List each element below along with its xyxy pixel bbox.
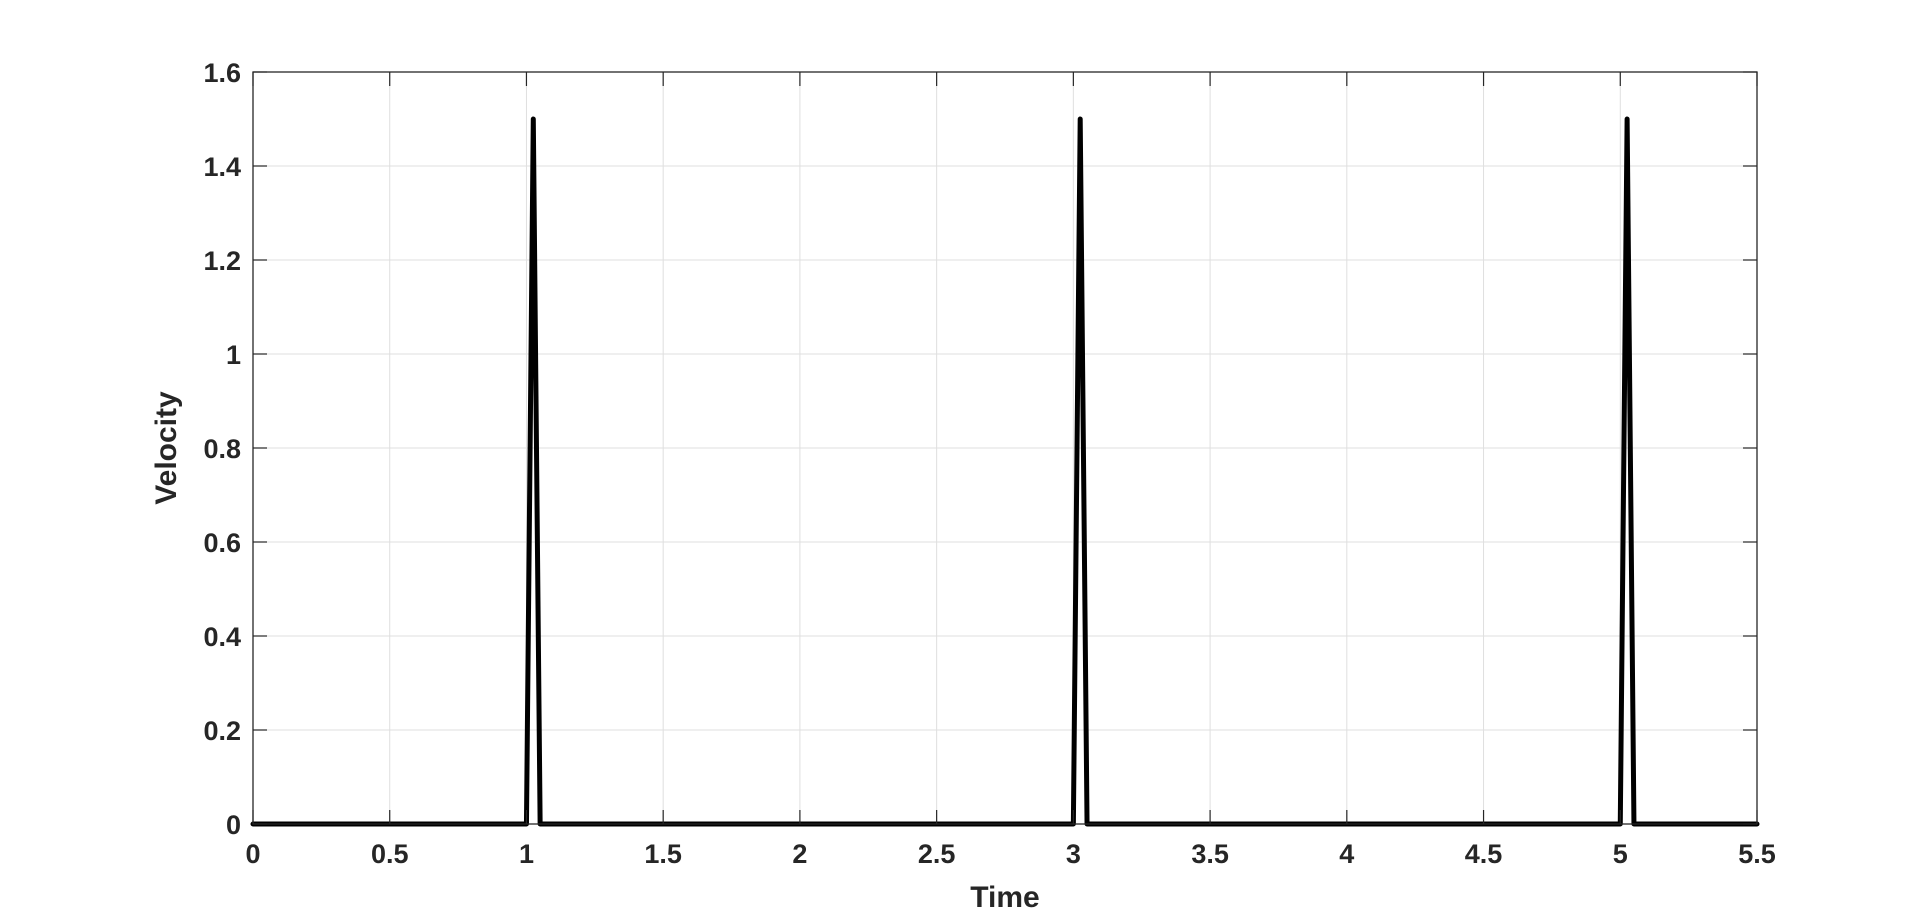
y-tick-label: 0.8 [203, 434, 241, 464]
velocity-series-line [253, 119, 1757, 824]
x-tick-label: 5 [1613, 839, 1628, 869]
y-tick-label: 0 [226, 810, 241, 840]
y-tick-label: 1.4 [203, 152, 241, 182]
x-tick-label: 4 [1339, 839, 1354, 869]
y-tick-label: 0.4 [203, 622, 241, 652]
x-tick-label: 4.5 [1465, 839, 1503, 869]
y-tick-label: 0.6 [203, 528, 241, 558]
y-tick-label: 1.2 [203, 246, 241, 276]
y-tick-label: 0.2 [203, 716, 241, 746]
y-tick-labels: 0 0.2 0.4 0.6 0.8 1 1.2 1.4 1.6 [203, 58, 241, 840]
x-axis-label: Time [970, 881, 1039, 914]
x-tick-label: 2 [792, 839, 807, 869]
y-axis-label: Velocity [150, 391, 183, 505]
x-tick-label: 0 [245, 839, 260, 869]
x-tick-labels: 0 0.5 1 1.5 2 2.5 3 3.5 4 4.5 5 5.5 [245, 839, 1775, 869]
x-tick-label: 0.5 [371, 839, 409, 869]
x-tick-label: 5.5 [1738, 839, 1776, 869]
x-tick-label: 3.5 [1191, 839, 1229, 869]
grid-lines [253, 72, 1757, 824]
y-tick-label: 1 [226, 340, 241, 370]
x-tick-label: 1.5 [644, 839, 682, 869]
series-layer [253, 119, 1757, 824]
x-tick-label: 3 [1066, 839, 1081, 869]
y-tick-label: 1.6 [203, 58, 241, 88]
x-tick-label: 1 [519, 839, 534, 869]
x-tick-label: 2.5 [918, 839, 956, 869]
